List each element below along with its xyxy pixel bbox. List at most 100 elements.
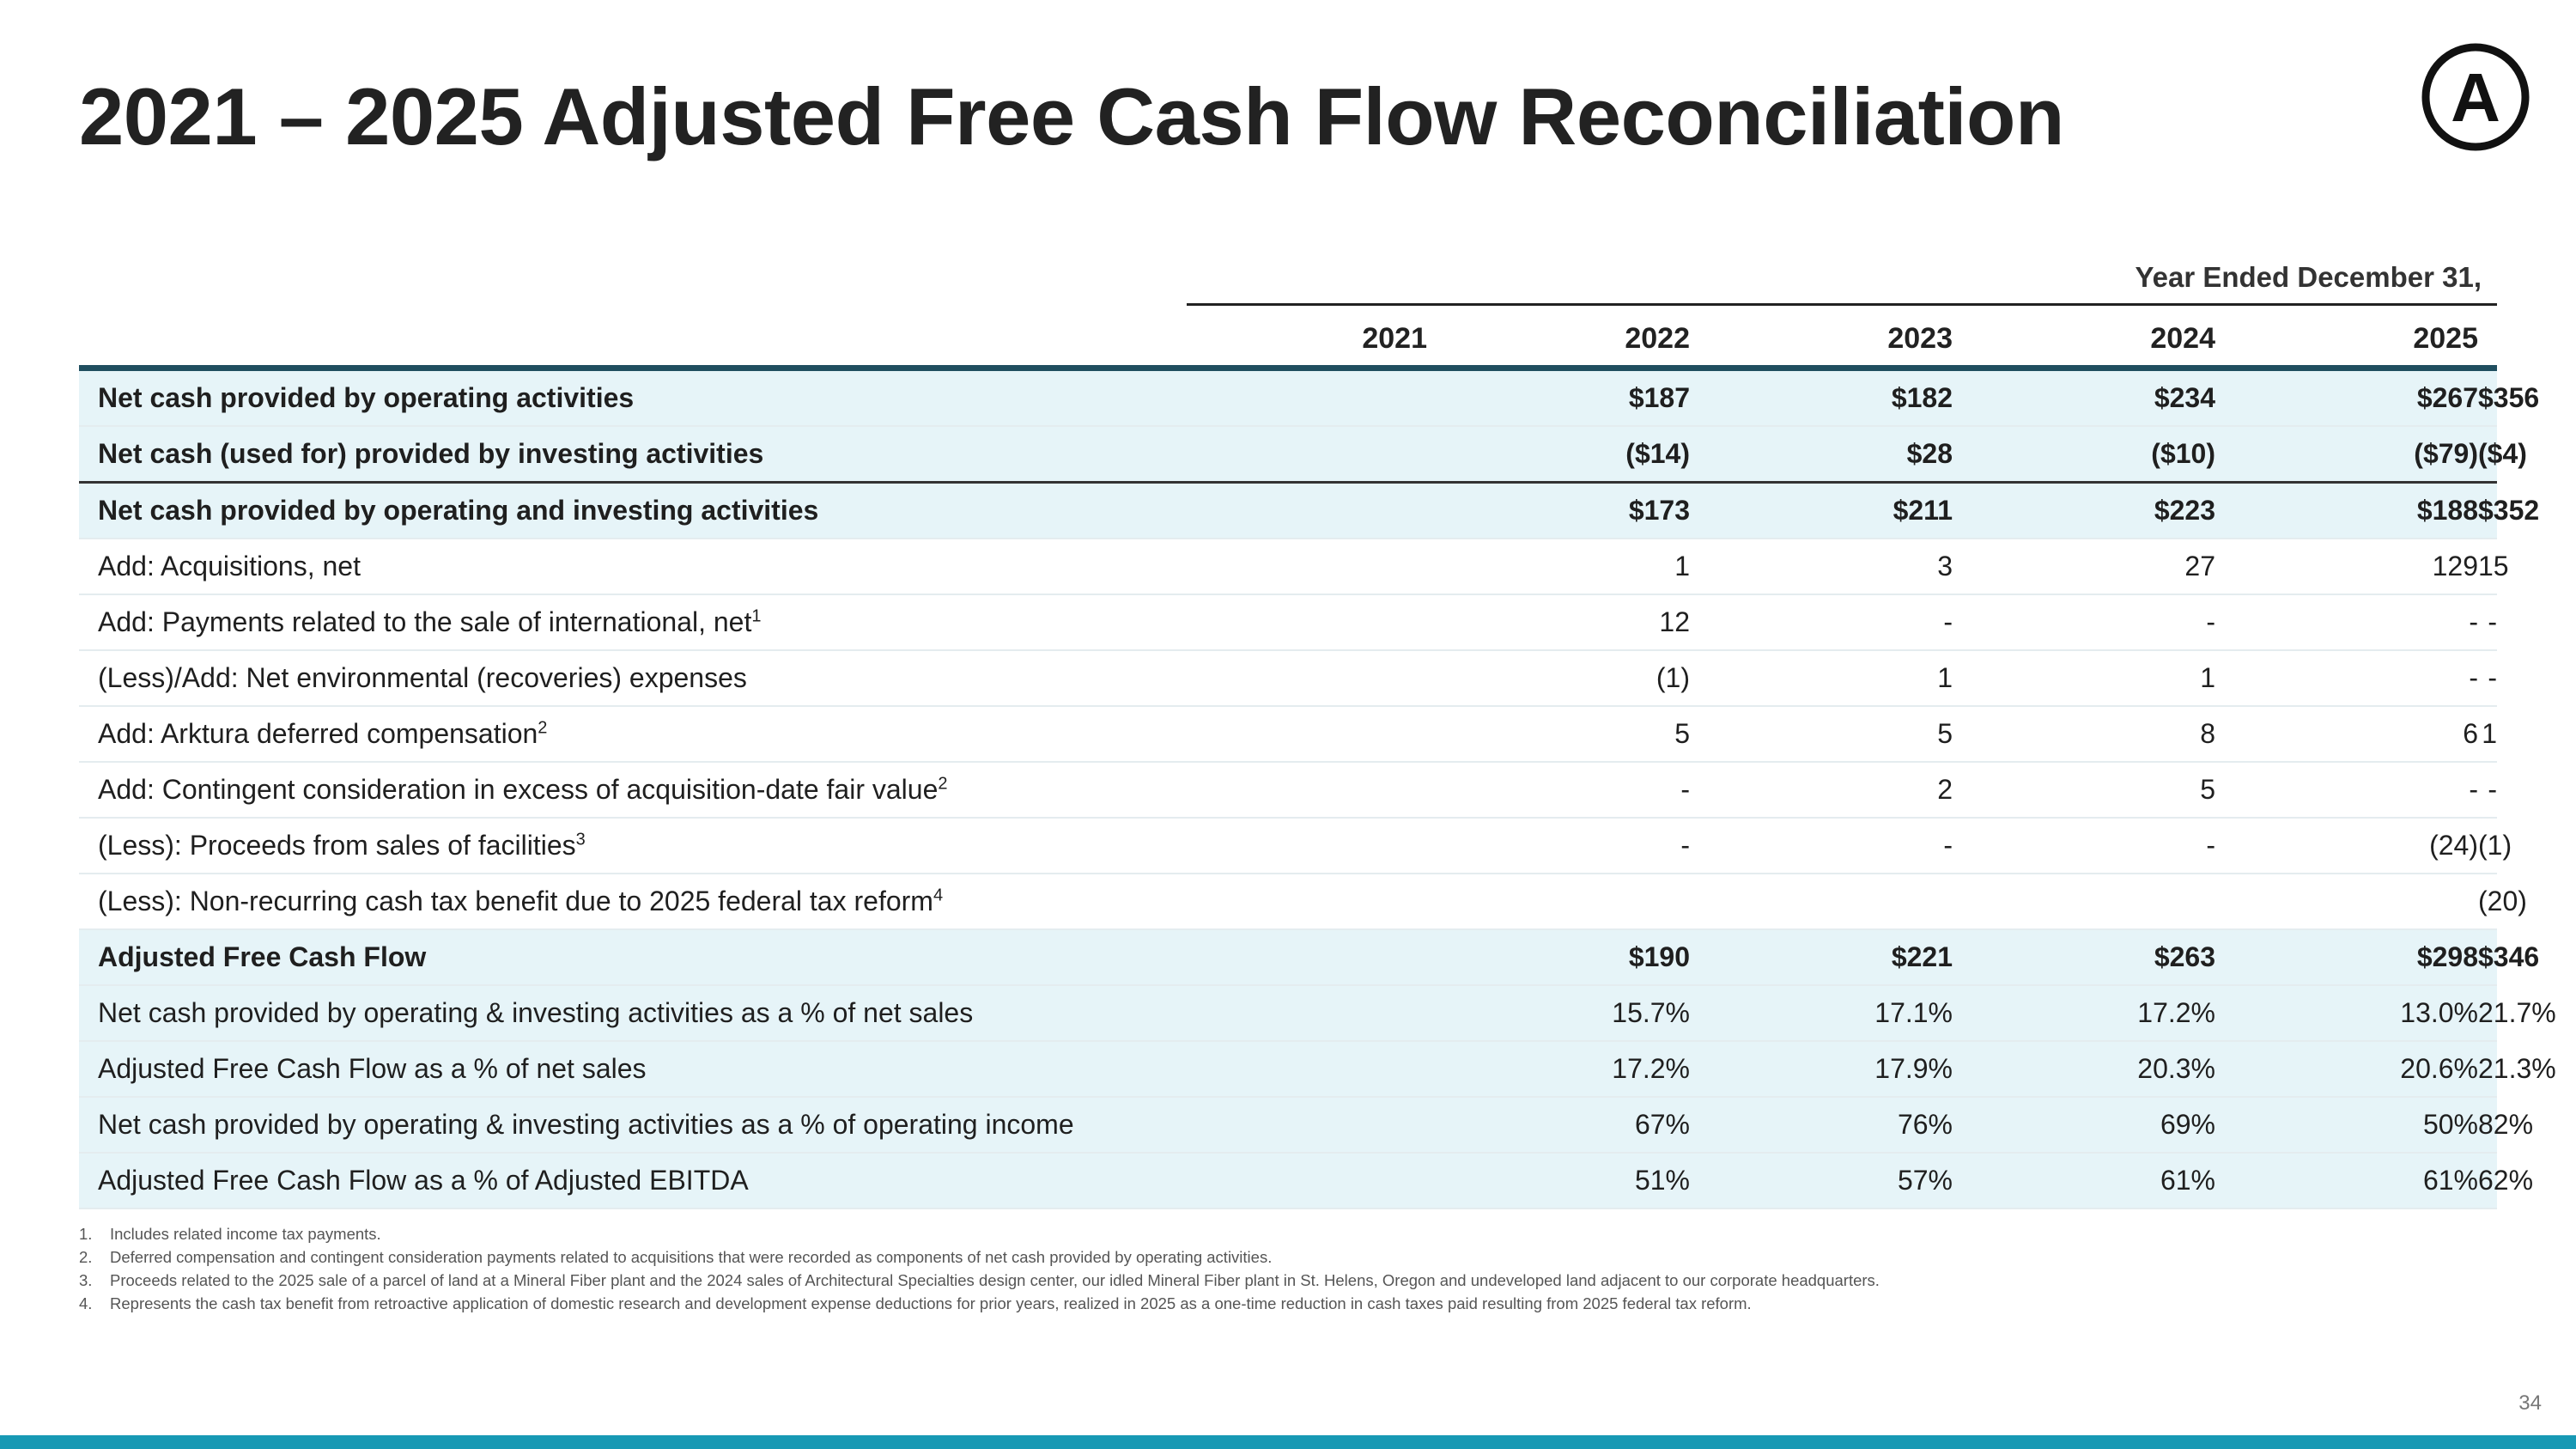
table-row: Adjusted Free Cash Flow $190 $221 $263 $298 $… (79, 929, 2539, 986)
value-cell-2023: $234 (1953, 371, 2215, 427)
footnote-ref: 2 (538, 718, 548, 738)
value-cell-2025: - (2478, 762, 2497, 819)
value-cell-2025: 21.3% (2478, 1041, 2556, 1098)
row-label: Adjusted Free Cash Flow as a % of net sa… (98, 1053, 647, 1084)
footnote-ref: 3 (575, 830, 586, 849)
value-cell-2025: 21.7% (2478, 985, 2556, 1042)
value-cell-2025: (20) (2478, 874, 2527, 930)
row-label: Net cash provided by operating and inves… (98, 495, 819, 526)
row-label: Add: Payments related to the sale of int… (98, 606, 752, 637)
row-label: (Less): Non-recurring cash tax benefit d… (98, 886, 933, 916)
value-cell-2023: $223 (1953, 482, 2215, 539)
row-label-cell: Add: Contingent consideration in excess … (79, 762, 1427, 819)
value-cell-2024: 13.0% (2215, 985, 2478, 1042)
footnote-item: 3. Proceeds related to the 2025 sale of a… (79, 1271, 2497, 1294)
value-cell-2023: 1 (1953, 650, 2215, 707)
value-cell-2023: 20.3% (1953, 1041, 2215, 1098)
row-label: (Less): Proceeds from sales of facilitie… (98, 830, 576, 861)
footnotes: 1. Includes related income tax payments. 2… (79, 1225, 2497, 1318)
year-2023-header: 2023 (1887, 322, 1953, 355)
value-cell-2023: 61% (1953, 1153, 2215, 1209)
reconciliation-table-body: Net cash provided by operating activitie… (79, 371, 2556, 1209)
value-cell-2023: 5 (1953, 762, 2215, 819)
value-cell-2022: 17.9% (1690, 1041, 1953, 1098)
value-cell-2021: 15.7% (1427, 985, 1690, 1042)
value-cell-2022: $221 (1690, 929, 1953, 986)
value-cell-2024: 6 (2215, 706, 2478, 763)
table-row: Add: Contingent consideration in excess … (79, 762, 2497, 819)
footnote-item: 1. Includes related income tax payments. (79, 1225, 2497, 1248)
row-label: Net cash provided by operating & investi… (98, 997, 974, 1028)
footnote-ref: 4 (933, 886, 944, 905)
table-row: Net cash provided by operating activitie… (79, 371, 2539, 427)
year-2022-header: 2022 (1625, 322, 1690, 355)
footnote-text: Proceeds related to the 2025 sale of a p… (110, 1271, 1880, 1289)
value-cell-2024: ($79) (2215, 426, 2478, 484)
row-label-cell: (Less): Proceeds from sales of facilitie… (79, 818, 1427, 874)
value-cell-2024: $188 (2215, 482, 2478, 539)
year-2021-header: 2021 (1362, 322, 1427, 355)
value-cell-2021: 12 (1427, 594, 1690, 651)
row-label-cell: Net cash provided by operating activitie… (79, 371, 1427, 427)
value-cell-2021: (1) (1427, 650, 1690, 707)
table-row: Net cash provided by operating & investi… (79, 1097, 2533, 1154)
row-label: (Less)/Add: Net environmental (recoverie… (98, 662, 747, 693)
value-cell-2024: (24) (2215, 818, 2478, 874)
value-cell-2024: 20.6% (2215, 1041, 2478, 1098)
value-cell-2023: - (1953, 818, 2215, 874)
value-cell-2022: 76% (1690, 1097, 1953, 1154)
value-cell-2024: - (2215, 650, 2478, 707)
row-label: Add: Contingent consideration in excess … (98, 774, 939, 805)
footnote-text: Represents the cash tax benefit from ret… (110, 1294, 1752, 1312)
value-cell-2021: 17.2% (1427, 1041, 1690, 1098)
row-label-cell: (Less): Non-recurring cash tax benefit d… (79, 874, 1427, 930)
row-label-cell: Add: Payments related to the sale of int… (79, 594, 1427, 651)
row-label-cell: Adjusted Free Cash Flow (79, 929, 1427, 986)
value-cell-2022 (1690, 874, 1953, 930)
bottom-accent-bar (0, 1435, 2576, 1449)
value-cell-2024: 129 (2215, 539, 2478, 595)
value-cell-2022: - (1690, 818, 1953, 874)
year-2024-header: 2024 (2150, 322, 2215, 355)
value-cell-2023: $263 (1953, 929, 2215, 986)
footnote-number: 4. (79, 1294, 93, 1312)
value-cell-2025: (1) (2478, 818, 2512, 874)
footnote-ref: 2 (938, 774, 948, 794)
table-row: Net cash (used for) provided by investin… (79, 426, 2527, 484)
value-cell-2023 (1953, 874, 2215, 930)
value-cell-2022: 1 (1690, 650, 1953, 707)
row-label: Adjusted Free Cash Flow as a % of Adjust… (98, 1165, 749, 1196)
row-label-cell: Net cash (used for) provided by investin… (79, 426, 1427, 484)
reconciliation-table: Net cash provided by operating activitie… (79, 371, 2556, 1209)
value-cell-2021: - (1427, 818, 1690, 874)
value-cell-2024 (2215, 874, 2478, 930)
value-cell-2021: 1 (1427, 539, 1690, 595)
value-cell-2024: - (2215, 762, 2478, 819)
value-cell-2021: 67% (1427, 1097, 1690, 1154)
value-cell-2024: - (2215, 594, 2478, 651)
year-header-row: 2021 2022 2023 2024 2025 (79, 314, 2497, 372)
row-label: Net cash (used for) provided by investin… (98, 438, 764, 469)
row-label-cell: Net cash provided by operating & investi… (79, 1097, 1427, 1154)
value-cell-2021: ($14) (1427, 426, 1690, 484)
footnote-text: Deferred compensation and contingent con… (110, 1248, 1273, 1266)
row-label-cell: Add: Acquisitions, net (79, 539, 1427, 595)
row-label-cell: Adjusted Free Cash Flow as a % of Adjust… (79, 1153, 1427, 1209)
value-cell-2025: 62% (2478, 1153, 2533, 1209)
table-row: (Less)/Add: Net environmental (recoverie… (79, 650, 2497, 707)
logo-letter: A (2451, 59, 2500, 136)
footnote-number: 2. (79, 1248, 93, 1266)
table-row: Add: Arktura deferred compensation2 5 5 8 6 1 (79, 706, 2497, 763)
value-cell-2025: 1 (2478, 706, 2497, 763)
row-label-cell: Net cash provided by operating and inves… (79, 482, 1427, 539)
value-cell-2022: $211 (1690, 482, 1953, 539)
value-cell-2022: $28 (1690, 426, 1953, 484)
footnote-number: 3. (79, 1271, 93, 1289)
page-title: 2021 – 2025 Adjusted Free Cash Flow Reco… (79, 71, 2064, 161)
value-cell-2021: $173 (1427, 482, 1690, 539)
value-cell-2023: ($10) (1953, 426, 2215, 484)
value-cell-2025: ($4) (2478, 426, 2527, 484)
table-row: Net cash provided by operating & investi… (79, 985, 2556, 1042)
value-cell-2024: 61% (2215, 1153, 2478, 1209)
table-row: Adjusted Free Cash Flow as a % of Adjust… (79, 1153, 2533, 1209)
